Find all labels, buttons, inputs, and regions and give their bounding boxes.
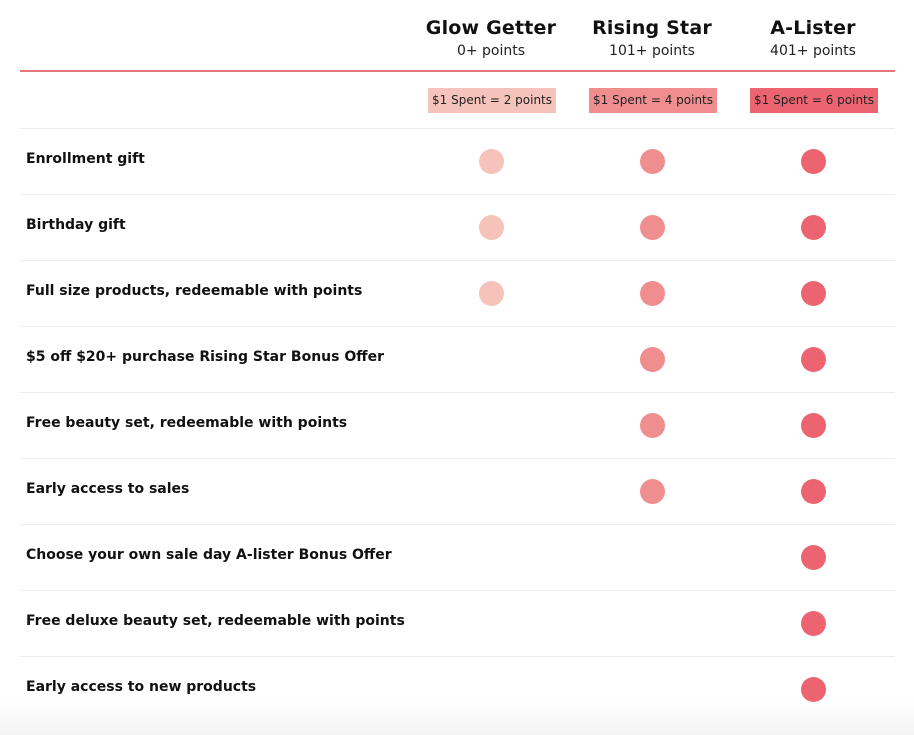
benefit-included-dot-icon (800, 413, 826, 438)
benefit-included-dot-icon (639, 215, 665, 240)
benefit-included-dot-icon (478, 149, 504, 174)
benefit-label: $5 off $20+ purchase Rising Star Bonus O… (26, 349, 384, 365)
benefit-row: Full size products, redeemable with poin… (20, 260, 895, 326)
benefit-included-dot-icon (639, 347, 665, 372)
benefit-included-dot-icon (639, 479, 665, 504)
benefit-label: Free deluxe beauty set, redeemable with … (26, 613, 405, 629)
header-divider (20, 70, 895, 72)
benefit-included-dot-icon (639, 413, 665, 438)
benefit-label: Full size products, redeemable with poin… (26, 283, 363, 299)
benefit-included-dot-icon (800, 149, 826, 174)
tier-points: 101+ points (609, 43, 695, 59)
benefit-row: Early access to sales (20, 458, 895, 524)
tier-name: A-Lister (770, 17, 856, 39)
tier-points: 0+ points (456, 43, 526, 59)
benefit-label: Early access to new products (26, 679, 257, 695)
benefit-label: Birthday gift (26, 217, 126, 233)
tier-header-a-lister: A-Lister 401+ points (733, 15, 893, 60)
benefit-row: Enrollment gift (20, 128, 895, 194)
benefit-rows: Enrollment gift Birthday gift Full size pr… (20, 128, 895, 722)
benefit-included-dot-icon (639, 149, 665, 174)
benefit-row: Free deluxe beauty set, redeemable with … (20, 590, 895, 656)
benefit-included-dot-icon (800, 479, 826, 504)
benefit-included-dot-icon (800, 347, 826, 372)
tier-points: 401+ points (770, 43, 856, 59)
earn-rate-badge-rising-star: $1 Spent = 4 points (589, 88, 717, 113)
tier-name: Rising Star (592, 17, 712, 39)
tier-header-glow-getter: Glow Getter 0+ points (411, 15, 571, 60)
benefit-included-dot-icon (800, 215, 826, 240)
benefit-row: Choose your own sale day A-lister Bonus … (20, 524, 895, 590)
benefit-label: Choose your own sale day A-lister Bonus … (26, 547, 392, 563)
earn-rate-badge-glow-getter: $1 Spent = 2 points (428, 88, 556, 113)
benefit-included-dot-icon (800, 677, 826, 702)
benefit-row: Free beauty set, redeemable with points (20, 392, 895, 458)
benefit-included-dot-icon (478, 215, 504, 240)
benefit-included-dot-icon (800, 545, 826, 570)
benefit-included-dot-icon (800, 281, 826, 306)
benefit-included-dot-icon (800, 611, 826, 636)
benefit-row: Early access to new products (20, 656, 895, 722)
benefit-row: $5 off $20+ purchase Rising Star Bonus O… (20, 326, 895, 392)
tier-header-rising-star: Rising Star 101+ points (572, 15, 732, 60)
benefit-included-dot-icon (478, 281, 504, 306)
bottom-fade (0, 699, 914, 735)
earn-rate-badge-a-lister: $1 Spent = 6 points (750, 88, 878, 113)
benefit-included-dot-icon (639, 281, 665, 306)
benefit-label: Enrollment gift (26, 151, 145, 167)
benefit-row: Birthday gift (20, 194, 895, 260)
tier-name: Glow Getter (425, 17, 557, 39)
benefit-label: Free beauty set, redeemable with points (26, 415, 348, 431)
benefit-label: Early access to sales (26, 481, 190, 497)
